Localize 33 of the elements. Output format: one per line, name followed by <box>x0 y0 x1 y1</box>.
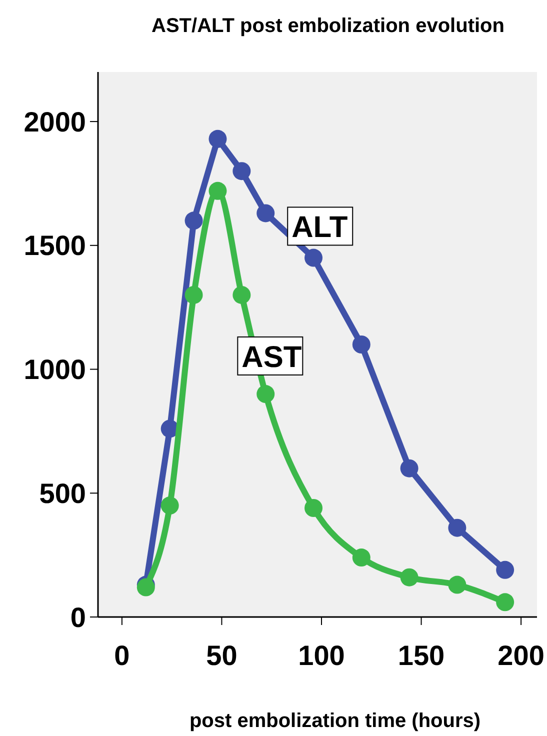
x-axis-title: post embolization time (hours) <box>189 710 481 732</box>
x-tick-label: 50 <box>206 640 238 671</box>
x-tick-label: 150 <box>398 640 445 671</box>
point <box>352 548 370 567</box>
point <box>184 286 203 304</box>
x-tick-label: 200 <box>498 640 544 671</box>
point <box>184 212 203 230</box>
point <box>448 518 466 537</box>
series-label: ALT <box>292 211 348 244</box>
point <box>352 336 370 354</box>
y-tick-label: 0 <box>70 602 86 633</box>
chart-title: AST/ALT post embolization evolution <box>152 15 504 37</box>
point <box>304 248 323 267</box>
y-tick-label: 1000 <box>24 354 86 386</box>
point <box>256 204 275 222</box>
point <box>496 560 514 579</box>
point <box>304 499 323 517</box>
point <box>232 162 251 180</box>
point <box>496 593 514 612</box>
point <box>400 459 418 478</box>
x-tick-label: 100 <box>298 640 345 671</box>
point <box>448 576 466 594</box>
point <box>256 385 275 404</box>
point <box>160 496 179 515</box>
series-label: AST <box>242 340 302 374</box>
x-tick-label: 0 <box>114 640 130 671</box>
y-tick-label: 1500 <box>24 230 86 262</box>
point <box>232 286 251 304</box>
point <box>208 182 227 200</box>
y-tick-label: 2000 <box>24 106 86 138</box>
point <box>400 568 418 586</box>
point <box>208 130 227 148</box>
y-tick-label: 500 <box>39 478 86 509</box>
